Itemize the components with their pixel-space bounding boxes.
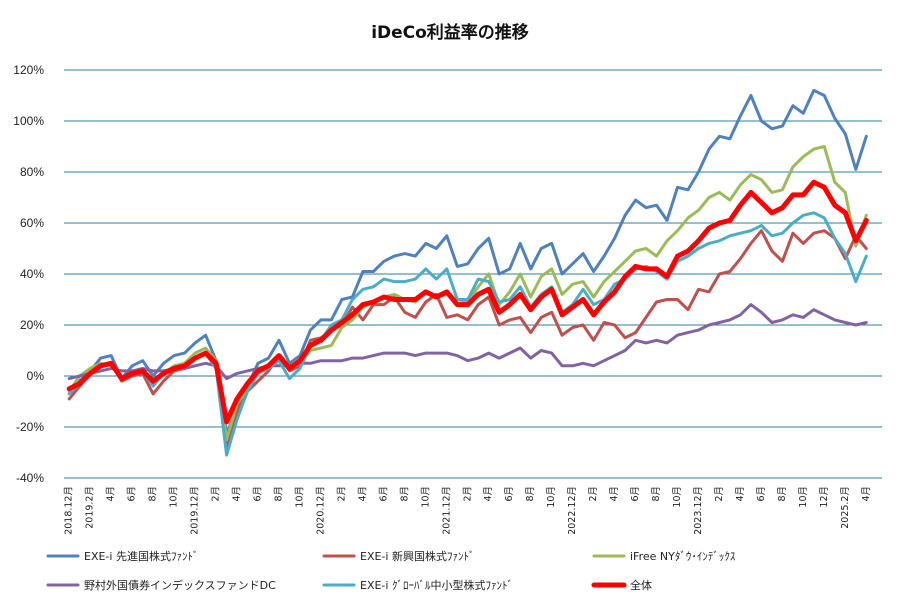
series-line-4: [67, 303, 868, 381]
series-line-1: [67, 88, 868, 437]
x-tick-label: 2022.12月: [567, 486, 578, 535]
y-tick-label: 80%: [20, 165, 44, 179]
x-tick-label: 10月: [169, 486, 180, 508]
x-tick-label: 2月: [211, 486, 222, 502]
y-tick-label: 40%: [20, 267, 44, 281]
series-line-6: [66, 179, 869, 425]
y-tick-label: -20%: [16, 420, 44, 434]
x-tick-label: 2019.12月: [190, 486, 201, 535]
series-lines: [66, 88, 869, 457]
x-tick-label: 4月: [483, 486, 494, 502]
y-tick-label: 120%: [13, 63, 44, 77]
chart-title: iDeCo利益率の推移: [371, 22, 529, 43]
legend-label: EXE-i 先進国株式ﾌｧﾝﾄﾞ: [84, 549, 198, 563]
x-tick-label: 6月: [504, 486, 515, 502]
x-tick-label: 10月: [672, 486, 683, 508]
legend: EXE-i 先進国株式ﾌｧﾝﾄﾞ EXE-i 新興国株式ﾌｧﾝﾄﾞ iFree NY…: [46, 549, 736, 592]
legend-label: 全体: [630, 578, 652, 592]
y-tick-label: 0%: [27, 369, 45, 383]
x-tick-label: 2020.12月: [315, 486, 326, 535]
legend-label: EXE-i ｸﾞﾛｰﾊﾞﾙ中小型株式ﾌｧﾝﾄﾞ: [360, 578, 513, 592]
x-tick-label: 2月: [714, 486, 725, 502]
x-tick-label: 4月: [735, 486, 746, 502]
x-tick-label: 8月: [273, 486, 284, 502]
legend-label: EXE-i 新興国株式ﾌｧﾝﾄﾞ: [360, 549, 474, 563]
x-tick-label: 2月: [462, 486, 473, 502]
y-tick-label: 20%: [20, 318, 44, 332]
x-tick-label: 2月: [336, 486, 347, 502]
x-tick-label: 8月: [777, 486, 788, 502]
x-tick-label: 10月: [420, 486, 431, 508]
legend-label: 野村外国債券インデックスファンドDC: [84, 578, 276, 592]
x-tick-label: 4月: [609, 486, 620, 502]
x-tick-label: 4月: [357, 486, 368, 502]
y-tick-label: -40%: [16, 471, 44, 485]
x-tick-label: 2025.2月: [840, 486, 851, 529]
grid-lines: [64, 69, 882, 479]
x-tick-label: 6月: [127, 486, 138, 502]
x-tick-label: 8月: [148, 486, 159, 502]
x-tick-label: 2019.2月: [85, 486, 96, 529]
x-tick-label: 12月: [819, 486, 830, 508]
x-tick-label: 4月: [232, 486, 243, 502]
x-tick-label: 6月: [630, 486, 641, 502]
x-tick-label: 2018.12月: [64, 486, 75, 535]
x-tick-label: 2023.12月: [693, 486, 704, 535]
x-tick-label: 10月: [294, 486, 305, 508]
y-axis-tick-labels: -40% -20% 0% 20% 40% 60% 80% 100% 120%: [13, 63, 44, 485]
x-tick-label: 10月: [798, 486, 809, 508]
x-tick-label: 8月: [525, 486, 536, 502]
x-tick-label: 6月: [756, 486, 767, 502]
x-tick-label: 4月: [861, 486, 872, 502]
x-tick-label: 8月: [399, 486, 410, 502]
y-tick-label: 100%: [13, 114, 44, 128]
x-tick-label: 4月: [106, 486, 117, 502]
x-tick-label: 10月: [546, 486, 557, 508]
x-tick-label: 2月: [588, 486, 599, 502]
x-axis-tick-labels: 2018.12月 2019.2月 4月 6月 8月 10月 2019.12月 2月 4月 6月 8月…: [64, 486, 872, 535]
x-tick-label: 6月: [378, 486, 389, 502]
x-tick-label: 2021.12月: [441, 486, 452, 535]
x-tick-label: 6月: [253, 486, 264, 502]
x-tick-label: 8月: [651, 486, 662, 502]
legend-label: iFree NYﾀﾞｳ･ｲﾝﾃﾞｯｸｽ: [630, 550, 736, 563]
y-tick-label: 60%: [20, 216, 44, 230]
